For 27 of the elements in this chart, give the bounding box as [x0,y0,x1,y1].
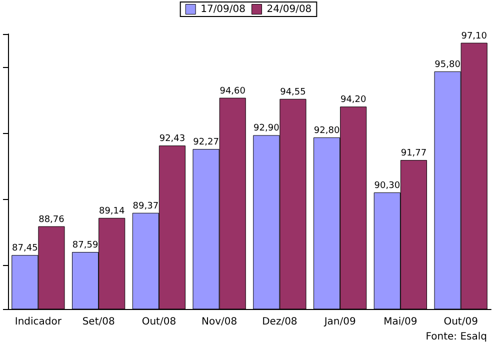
x-tick-label: Mai/09 [384,316,418,328]
data-label: 89,37 [132,201,159,212]
x-tick-label: Out/09 [444,316,478,328]
data-label: 95,80 [434,60,461,70]
data-label: 89,14 [98,206,125,216]
data-label: 94,60 [220,86,246,96]
x-tick-label: Out/08 [142,316,176,328]
data-label: 94,20 [340,95,366,106]
data-label: 92,90 [254,124,280,134]
x-tick-label: Dez/08 [262,316,298,328]
data-label: 87,59 [72,240,98,251]
legend-label: 17/09/08 [200,4,246,15]
source-note: Fonte: Esalq [426,332,488,342]
x-tick-label: Nov/08 [202,316,238,328]
data-label: 97,10 [461,31,488,42]
legend-label: 24/09/08 [266,4,312,15]
data-label: 87,45 [12,244,38,254]
x-tick-label: Jan/09 [323,316,356,328]
data-label: 92,80 [314,126,340,136]
data-label: 92,43 [159,134,186,144]
data-label: 91,77 [400,148,427,159]
data-label: 88,76 [38,214,65,225]
data-label: 90,30 [374,180,400,191]
x-tick-label: Indicador [14,316,62,328]
x-tick-label: Set/08 [82,316,115,328]
data-label: 94,55 [280,87,306,98]
data-label: 92,27 [193,138,219,148]
